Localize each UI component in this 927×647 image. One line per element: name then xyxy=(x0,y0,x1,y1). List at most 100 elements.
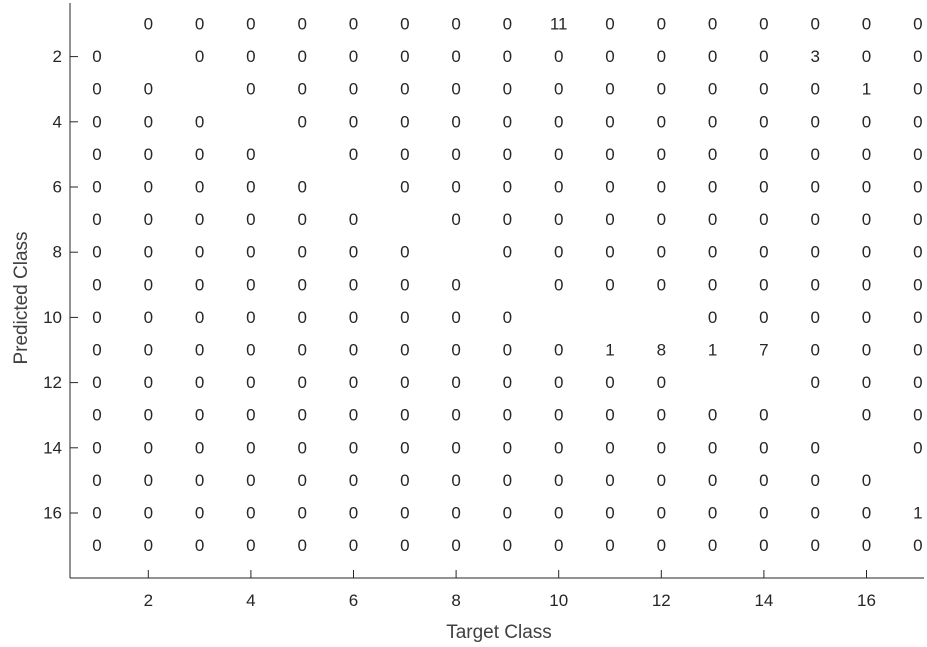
cell-value: 0 xyxy=(810,275,819,294)
cell-value: 0 xyxy=(554,373,563,392)
cell-value: 0 xyxy=(400,308,409,327)
cell-value: 0 xyxy=(554,275,563,294)
cell-value: 0 xyxy=(759,275,768,294)
y-tick-label: 8 xyxy=(53,243,62,262)
cell-value: 0 xyxy=(349,145,358,164)
cell-value: 0 xyxy=(349,406,358,425)
cell-value: 0 xyxy=(657,406,666,425)
cell-value: 0 xyxy=(913,112,922,131)
cell-value: 0 xyxy=(349,438,358,457)
cell-value: 0 xyxy=(195,438,204,457)
cell-value: 0 xyxy=(195,47,204,66)
cell-value: 0 xyxy=(810,80,819,99)
cell-value: 0 xyxy=(92,80,101,99)
cell-value: 0 xyxy=(297,15,306,34)
cell-value: 0 xyxy=(862,504,871,523)
cell-value: 0 xyxy=(554,504,563,523)
cell-value: 0 xyxy=(503,15,512,34)
cell-value: 0 xyxy=(195,504,204,523)
cell-value: 0 xyxy=(554,178,563,197)
cell-value: 0 xyxy=(297,47,306,66)
cell-value: 0 xyxy=(913,373,922,392)
cell-value: 0 xyxy=(349,15,358,34)
cell-value: 0 xyxy=(92,308,101,327)
cell-value: 0 xyxy=(400,373,409,392)
cell-value: 0 xyxy=(605,373,614,392)
cell-value: 0 xyxy=(862,373,871,392)
cell-value: 0 xyxy=(503,178,512,197)
cell-value: 0 xyxy=(759,178,768,197)
cell-value: 0 xyxy=(195,471,204,490)
cell-value: 0 xyxy=(503,373,512,392)
cell-value: 0 xyxy=(349,308,358,327)
cell-value: 0 xyxy=(810,438,819,457)
cell-value: 0 xyxy=(400,145,409,164)
cell-value: 0 xyxy=(554,112,563,131)
cell-value: 0 xyxy=(297,373,306,392)
cell-value: 0 xyxy=(862,243,871,262)
cell-value: 1 xyxy=(708,341,717,360)
cell-value: 0 xyxy=(297,80,306,99)
x-axis-label: Target Class xyxy=(446,622,552,643)
cell-value: 0 xyxy=(759,504,768,523)
cell-value: 0 xyxy=(92,504,101,523)
cell-value: 0 xyxy=(708,406,717,425)
cell-value: 0 xyxy=(451,438,460,457)
cell-value: 0 xyxy=(246,438,255,457)
cell-value: 0 xyxy=(810,471,819,490)
cell-value: 1 xyxy=(913,504,922,523)
cell-value: 0 xyxy=(195,536,204,555)
cell-value: 0 xyxy=(503,341,512,360)
cell-value: 0 xyxy=(708,275,717,294)
cell-value: 0 xyxy=(862,15,871,34)
cell-value: 0 xyxy=(810,15,819,34)
y-axis-label: Predicted Class xyxy=(11,231,32,364)
cell-value: 0 xyxy=(605,112,614,131)
cell-value: 0 xyxy=(246,373,255,392)
cell-value: 0 xyxy=(913,438,922,457)
cell-value: 0 xyxy=(400,504,409,523)
cell-value: 0 xyxy=(349,210,358,229)
cell-value: 0 xyxy=(297,308,306,327)
cell-value: 0 xyxy=(708,504,717,523)
cell-value: 0 xyxy=(605,178,614,197)
cell-value: 0 xyxy=(759,406,768,425)
cell-value: 0 xyxy=(554,406,563,425)
y-tick-label: 2 xyxy=(53,47,62,66)
cell-value: 0 xyxy=(503,504,512,523)
cell-value: 0 xyxy=(810,243,819,262)
x-tick-label: 10 xyxy=(549,591,568,610)
cell-value: 0 xyxy=(246,178,255,197)
cell-value: 0 xyxy=(503,308,512,327)
cell-value: 0 xyxy=(144,504,153,523)
x-tick-layer: 2 4 6 8 10 12 14 16 xyxy=(144,570,876,610)
y-tick-layer: 2 4 6 8 10 12 14 16 xyxy=(43,47,78,523)
cell-value: 0 xyxy=(195,112,204,131)
cell-value: 0 xyxy=(349,80,358,99)
cell-value: 0 xyxy=(657,438,666,457)
cell-value: 0 xyxy=(349,536,358,555)
cell-value: 0 xyxy=(657,178,666,197)
cell-value: 0 xyxy=(195,145,204,164)
x-tick-label: 2 xyxy=(144,591,153,610)
cell-value: 0 xyxy=(144,178,153,197)
axes-layer xyxy=(69,3,924,579)
x-tick-label: 8 xyxy=(451,591,460,610)
cell-value: 0 xyxy=(657,47,666,66)
cell-value: 0 xyxy=(144,210,153,229)
cell-value: 0 xyxy=(708,15,717,34)
cell-value: 0 xyxy=(297,406,306,425)
cell-value: 0 xyxy=(708,47,717,66)
cell-value: 0 xyxy=(657,15,666,34)
cell-value: 0 xyxy=(400,275,409,294)
cell-value: 0 xyxy=(862,308,871,327)
cell-value: 0 xyxy=(451,210,460,229)
cell-value: 0 xyxy=(349,275,358,294)
cell-value: 0 xyxy=(144,112,153,131)
cell-value: 0 xyxy=(554,438,563,457)
cell-value: 0 xyxy=(297,243,306,262)
cell-value: 0 xyxy=(759,112,768,131)
cell-value: 0 xyxy=(913,243,922,262)
cell-value: 0 xyxy=(605,145,614,164)
cell-value: 0 xyxy=(92,471,101,490)
